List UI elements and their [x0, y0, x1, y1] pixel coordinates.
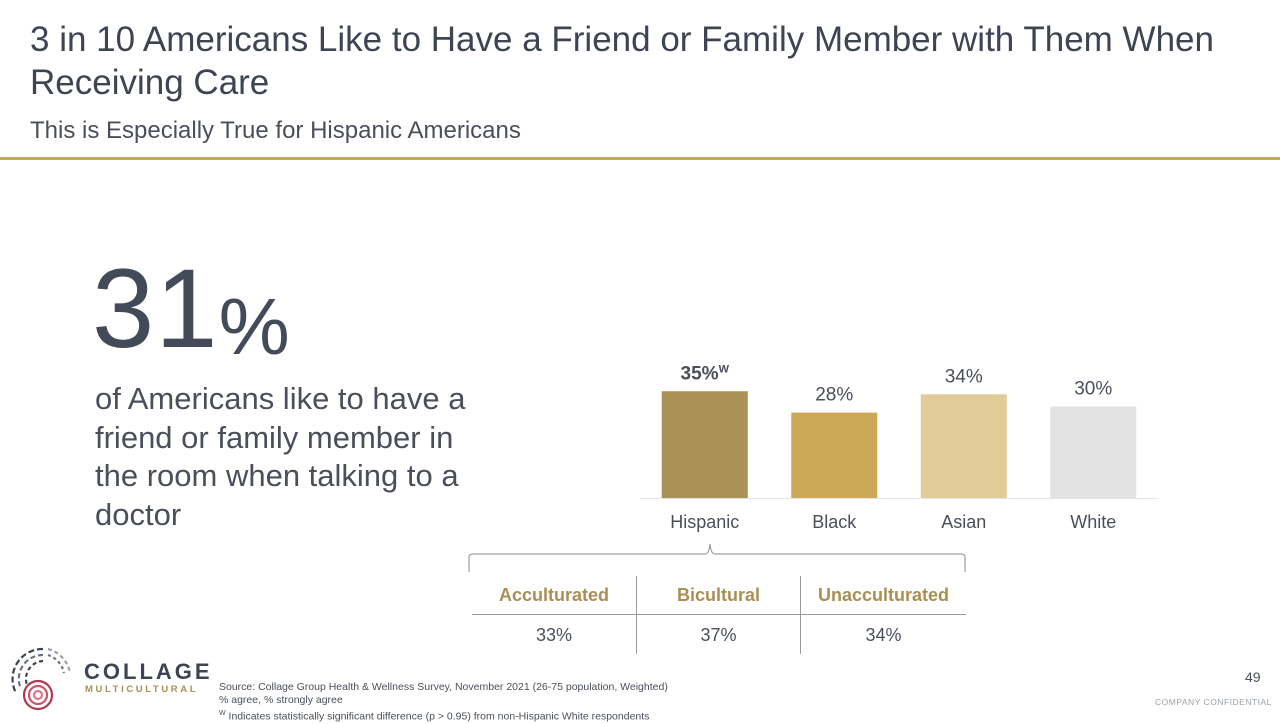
- confidential-label: COMPANY CONFIDENTIAL: [1155, 697, 1272, 707]
- category-label-black: Black: [812, 512, 857, 532]
- ethnicity-bar-chart: 35%W Hispanic 28% Black 34% Asian 30% White: [640, 363, 1158, 532]
- breakdown-col-unacculturated: Unacculturated 34%: [801, 576, 966, 654]
- data-label-hispanic: 35%W: [681, 363, 730, 384]
- page-title: 3 in 10 Americans Like to Have a Friend …: [30, 20, 1214, 102]
- bar-white: [1050, 406, 1137, 498]
- breakdown-col-bicultural: Bicultural 37%: [637, 576, 800, 654]
- footnotes: Source: Collage Group Health & Wellness …: [219, 681, 668, 724]
- breakdown-header: Acculturated: [472, 576, 636, 615]
- hispanic-breakdown-bracket: [468, 543, 966, 572]
- breakdown-value: 37%: [700, 625, 737, 645]
- data-label-asian: 34%: [945, 366, 983, 387]
- category-label-white: White: [1070, 512, 1116, 532]
- significance-note: W Indicates statistically significant di…: [219, 707, 668, 724]
- headline-stat-value: 31: [92, 246, 219, 371]
- logo-wordmark: COLLAGE: [84, 659, 213, 684]
- data-label-black: 28%: [815, 385, 853, 406]
- significance-superscript: W: [719, 363, 730, 375]
- source-note: Source: Collage Group Health & Wellness …: [219, 681, 668, 693]
- collage-logo: COLLAGE MULTICULTURAL: [8, 643, 210, 715]
- collage-logo-mark-icon: [11, 647, 72, 711]
- significance-text: Indicates statistically significant diff…: [228, 710, 650, 723]
- category-label-hispanic: Hispanic: [670, 512, 739, 532]
- breakdown-header: Bicultural: [637, 576, 800, 615]
- measure-note: % agree, % strongly agree: [219, 694, 343, 706]
- bar-black: [791, 412, 878, 498]
- breakdown-value: 33%: [535, 625, 573, 645]
- bar-asian: [920, 394, 1007, 498]
- breakdown-value: 34%: [865, 625, 902, 645]
- headline-stat: 31%: [92, 244, 291, 374]
- headline-stat-unit: %: [218, 282, 291, 371]
- hispanic-breakdown-table: Acculturated 33% Bicultural 37% Unaccult…: [472, 576, 966, 654]
- data-label-white: 30%: [1074, 379, 1112, 400]
- logo-subtitle: MULTICULTURAL: [85, 684, 199, 695]
- title-divider: [0, 157, 1280, 160]
- breakdown-col-acculturated: Acculturated 33%: [472, 576, 636, 654]
- breakdown-divider: [636, 576, 637, 654]
- page-subtitle: This is Especially True for Hispanic Ame…: [30, 117, 521, 144]
- bar-hispanic: [661, 391, 748, 498]
- page-number: 49: [1245, 669, 1261, 685]
- significance-marker: W: [219, 710, 226, 717]
- headline-stat-description: of Americans like to have a friend or fa…: [95, 381, 466, 532]
- category-label-asian: Asian: [941, 512, 986, 532]
- breakdown-divider: [800, 576, 801, 654]
- breakdown-header: Unacculturated: [801, 576, 966, 615]
